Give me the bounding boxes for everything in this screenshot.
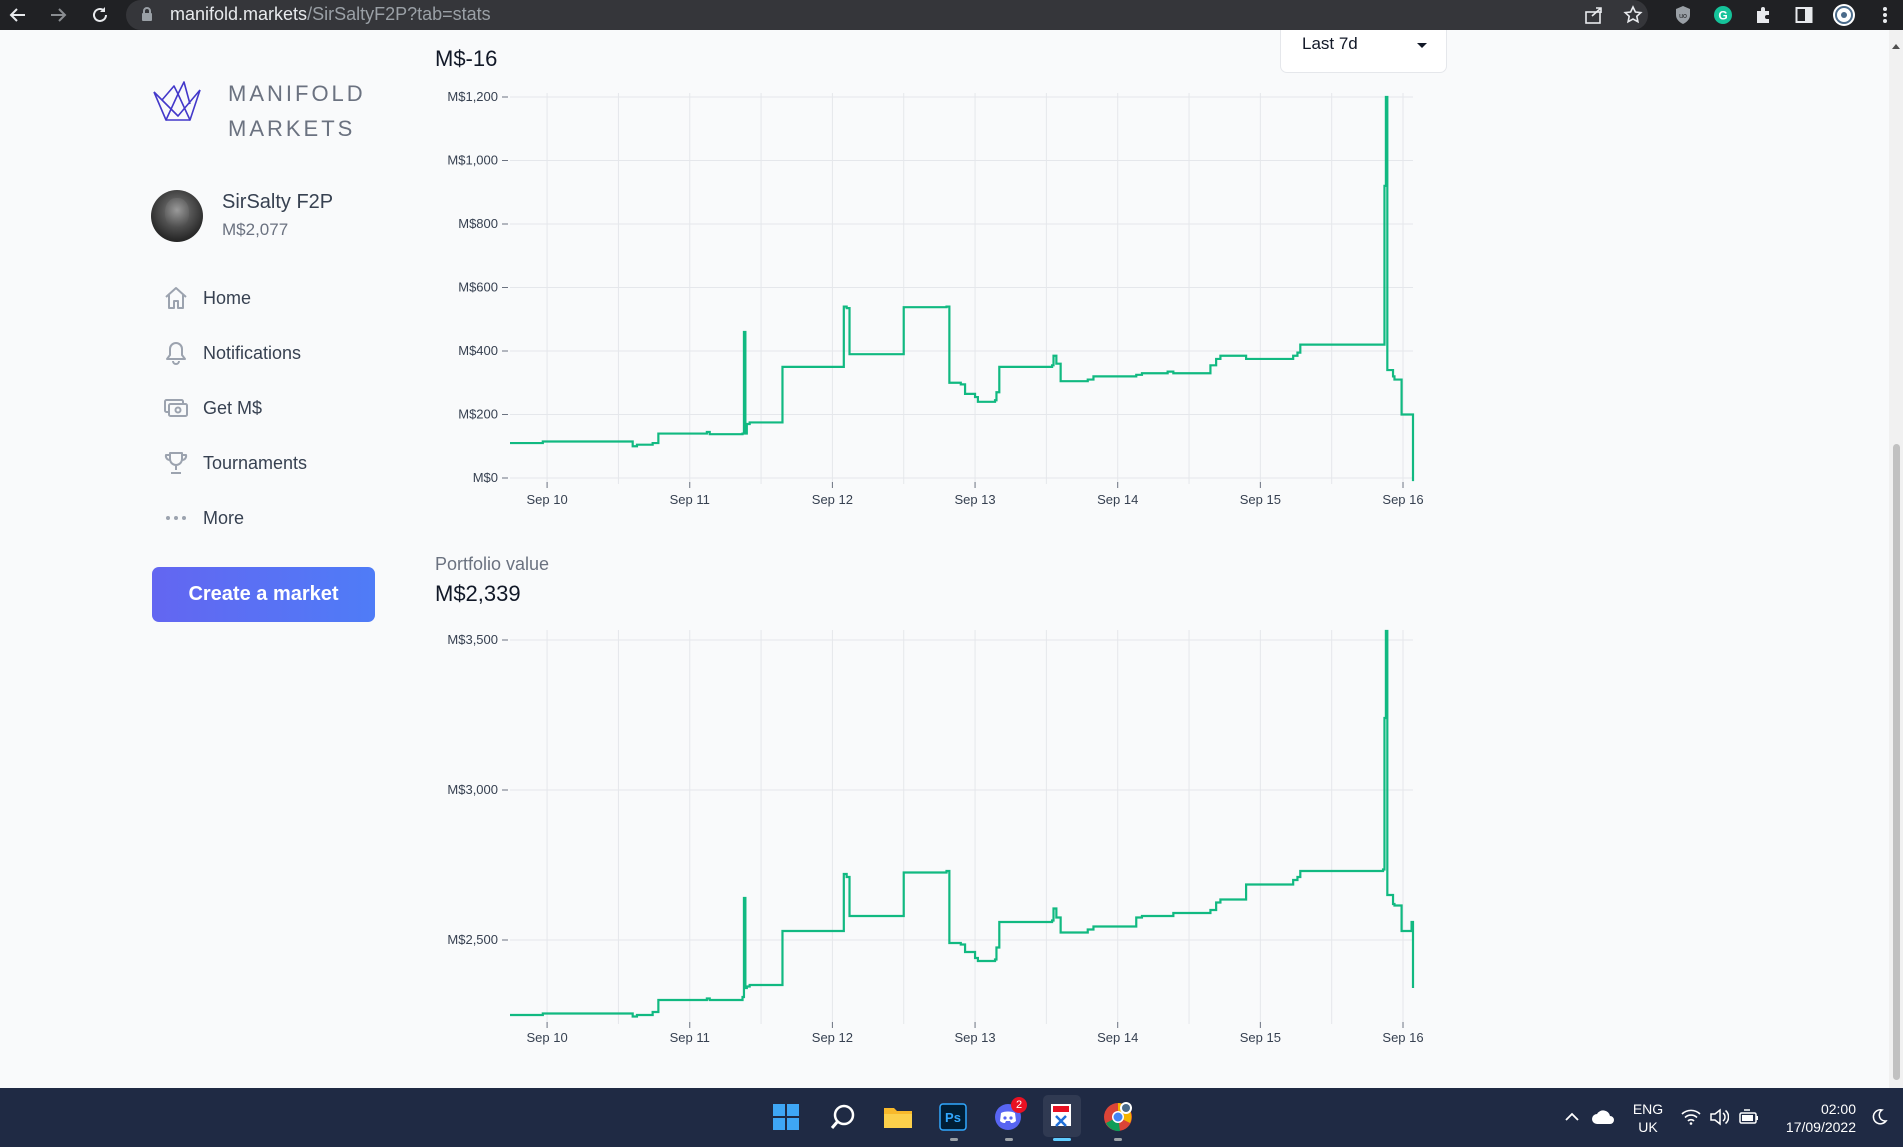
windows-start-icon[interactable] xyxy=(768,1099,804,1135)
sidebar-item-home[interactable]: Home xyxy=(160,280,390,316)
address-bar[interactable] xyxy=(126,0,1648,30)
svg-text:Ps: Ps xyxy=(945,1110,961,1125)
scroll-up-arrow-icon[interactable] xyxy=(1892,44,1900,49)
chevron-up-icon[interactable] xyxy=(1557,1099,1587,1135)
avatar[interactable] xyxy=(151,190,203,242)
profit-value: M$-16 xyxy=(435,46,498,71)
url-text[interactable]: manifold.markets/SirSaltyF2P?tab=stats xyxy=(170,4,491,25)
onedrive-icon[interactable] xyxy=(1588,1099,1618,1135)
sidebar-item-label: Notifications xyxy=(203,342,302,363)
reload-icon[interactable] xyxy=(88,3,112,27)
language-indicator[interactable]: ENG UK xyxy=(1628,1100,1668,1136)
sidebar-item-tournaments[interactable]: Tournaments xyxy=(160,445,390,481)
battery-icon[interactable] xyxy=(1734,1099,1764,1135)
period-select-value: Last 7d xyxy=(1302,34,1358,53)
scrollbar-thumb[interactable] xyxy=(1893,444,1900,1080)
profile-icon[interactable] xyxy=(1831,2,1857,28)
discord-badge: 2 xyxy=(1011,1097,1027,1113)
url-path: /SirSaltyF2P?tab=stats xyxy=(307,4,491,24)
clock-time: 02:00 xyxy=(1820,1101,1856,1117)
sidebar-item-more[interactable]: More xyxy=(160,500,390,536)
sidebar-item-label: More xyxy=(203,507,245,528)
grammarly-icon[interactable]: G xyxy=(1710,2,1736,28)
chevron-down-icon xyxy=(1417,43,1427,48)
logo-line-2: MARKETS xyxy=(228,116,356,141)
menu-icon[interactable] xyxy=(1872,2,1898,28)
trophy-icon xyxy=(160,447,192,479)
bell-icon xyxy=(160,337,192,369)
file-explorer-icon[interactable] xyxy=(880,1099,916,1135)
sidepanel-icon[interactable] xyxy=(1791,2,1817,28)
star-icon[interactable] xyxy=(1620,2,1646,28)
home-icon xyxy=(160,282,192,314)
logo-wordmark[interactable]: MANIFOLD MARKETS xyxy=(228,76,366,146)
forward-icon[interactable] xyxy=(46,3,70,27)
browser-toolbar: manifold.markets/SirSaltyF2P?tab=stats u… xyxy=(0,0,1903,30)
user-balance: M$2,077 xyxy=(222,220,289,239)
taskbar-indicator-active xyxy=(1053,1138,1071,1141)
taskbar-indicator xyxy=(1005,1138,1013,1141)
volume-icon[interactable] xyxy=(1704,1099,1734,1135)
chrome-icon[interactable] xyxy=(1100,1099,1136,1135)
user-name[interactable]: SirSalty F2P xyxy=(222,191,334,213)
wifi-icon[interactable] xyxy=(1676,1099,1706,1135)
svg-text:uo: uo xyxy=(1679,13,1687,20)
lang-line-1: ENG xyxy=(1632,1101,1664,1117)
portfolio-value: M$2,339 xyxy=(435,581,521,606)
search-icon[interactable] xyxy=(825,1099,861,1135)
create-market-button[interactable]: Create a market xyxy=(152,567,375,622)
manifold-logo-icon[interactable] xyxy=(152,80,202,127)
taskbar-indicator xyxy=(950,1138,958,1141)
period-select[interactable]: Last 7d xyxy=(1280,30,1447,73)
photoshop-icon[interactable]: Ps xyxy=(935,1099,971,1135)
url-host: manifold.markets xyxy=(170,4,308,24)
sidebar-item-label: Tournaments xyxy=(203,452,308,473)
back-icon[interactable] xyxy=(6,3,30,27)
cash-icon xyxy=(160,392,192,424)
lock-icon[interactable] xyxy=(141,6,153,27)
clock-date: 17/09/2022 xyxy=(1785,1119,1856,1135)
page xyxy=(0,30,1903,1088)
sidebar-item-label: Home xyxy=(203,287,252,308)
taskbar-indicator xyxy=(1114,1138,1122,1141)
portfolio-label: Portfolio value xyxy=(435,554,550,574)
lang-line-2: UK xyxy=(1638,1119,1658,1135)
dots-icon xyxy=(160,502,192,534)
logo-line-1: MANIFOLD xyxy=(228,81,366,106)
clock[interactable]: 02:00 17/09/2022 xyxy=(1776,1100,1856,1136)
sidebar-item-get-mana[interactable]: Get M$ xyxy=(160,390,390,426)
share-icon[interactable] xyxy=(1581,2,1607,28)
sidebar-item-label: Get M$ xyxy=(203,397,263,418)
svg-text:G: G xyxy=(1718,9,1727,23)
shield-icon[interactable]: uo xyxy=(1670,2,1696,28)
sidebar-item-notifications[interactable]: Notifications xyxy=(160,335,390,371)
snipping-tool-icon[interactable] xyxy=(1043,1095,1081,1137)
moon-icon[interactable] xyxy=(1864,1099,1894,1135)
puzzle-icon[interactable] xyxy=(1751,2,1777,28)
